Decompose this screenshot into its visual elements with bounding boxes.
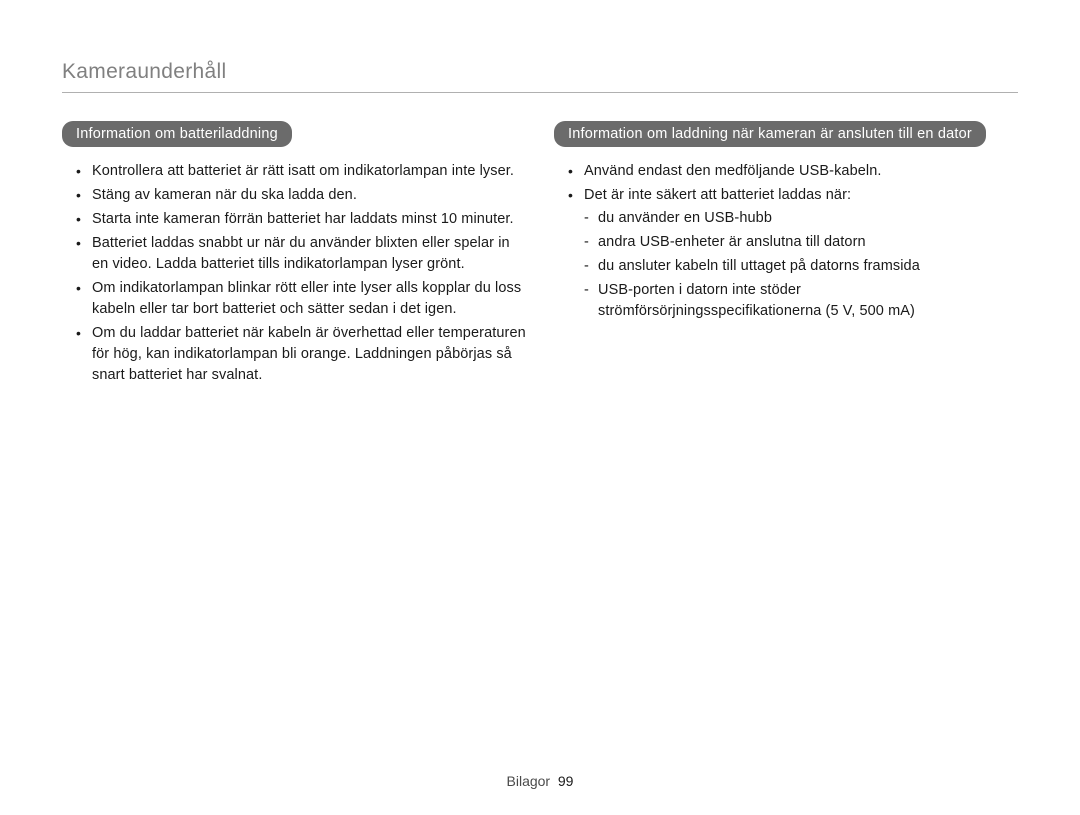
left-column: Information om batteriladdning Kontrolle… [62,121,526,389]
list-item: Om du laddar batteriet när kabeln är öve… [76,323,526,386]
page-footer: Bilagor 99 [0,773,1080,789]
page-title: Kameraunderhåll [62,60,1018,93]
list-item: Använd endast den medföljande USB-kabeln… [568,161,1018,182]
sub-list-item: USB-porten i datorn inte stöder strömför… [584,280,1018,322]
left-bullet-list: Kontrollera att batteriet är rätt isatt … [62,161,526,386]
sub-list-item: andra USB-enheter är anslutna till dator… [584,232,1018,253]
footer-section-label: Bilagor [507,773,551,789]
list-item: Kontrollera att batteriet är rätt isatt … [76,161,526,182]
list-item: Stäng av kameran när du ska ladda den. [76,185,526,206]
list-item: Om indikatorlampan blinkar rött eller in… [76,278,526,320]
list-item: Det är inte säkert att batteriet laddas … [568,185,1018,322]
list-item: Batteriet laddas snabbt ur när du använd… [76,233,526,275]
right-sub-list: du använder en USB-hubb andra USB-enhete… [584,208,1018,322]
right-bullet-list: Använd endast den medföljande USB-kabeln… [554,161,1018,322]
right-section-heading: Information om laddning när kameran är a… [554,121,986,147]
right-column: Information om laddning när kameran är a… [554,121,1018,389]
footer-page-number: 99 [558,773,574,789]
left-section-heading: Information om batteriladdning [62,121,292,147]
content-columns: Information om batteriladdning Kontrolle… [62,121,1018,389]
sub-list-item: du ansluter kabeln till uttaget på dator… [584,256,1018,277]
sub-list-item: du använder en USB-hubb [584,208,1018,229]
list-item-text: Det är inte säkert att batteriet laddas … [584,187,851,203]
list-item: Starta inte kameran förrän batteriet har… [76,209,526,230]
